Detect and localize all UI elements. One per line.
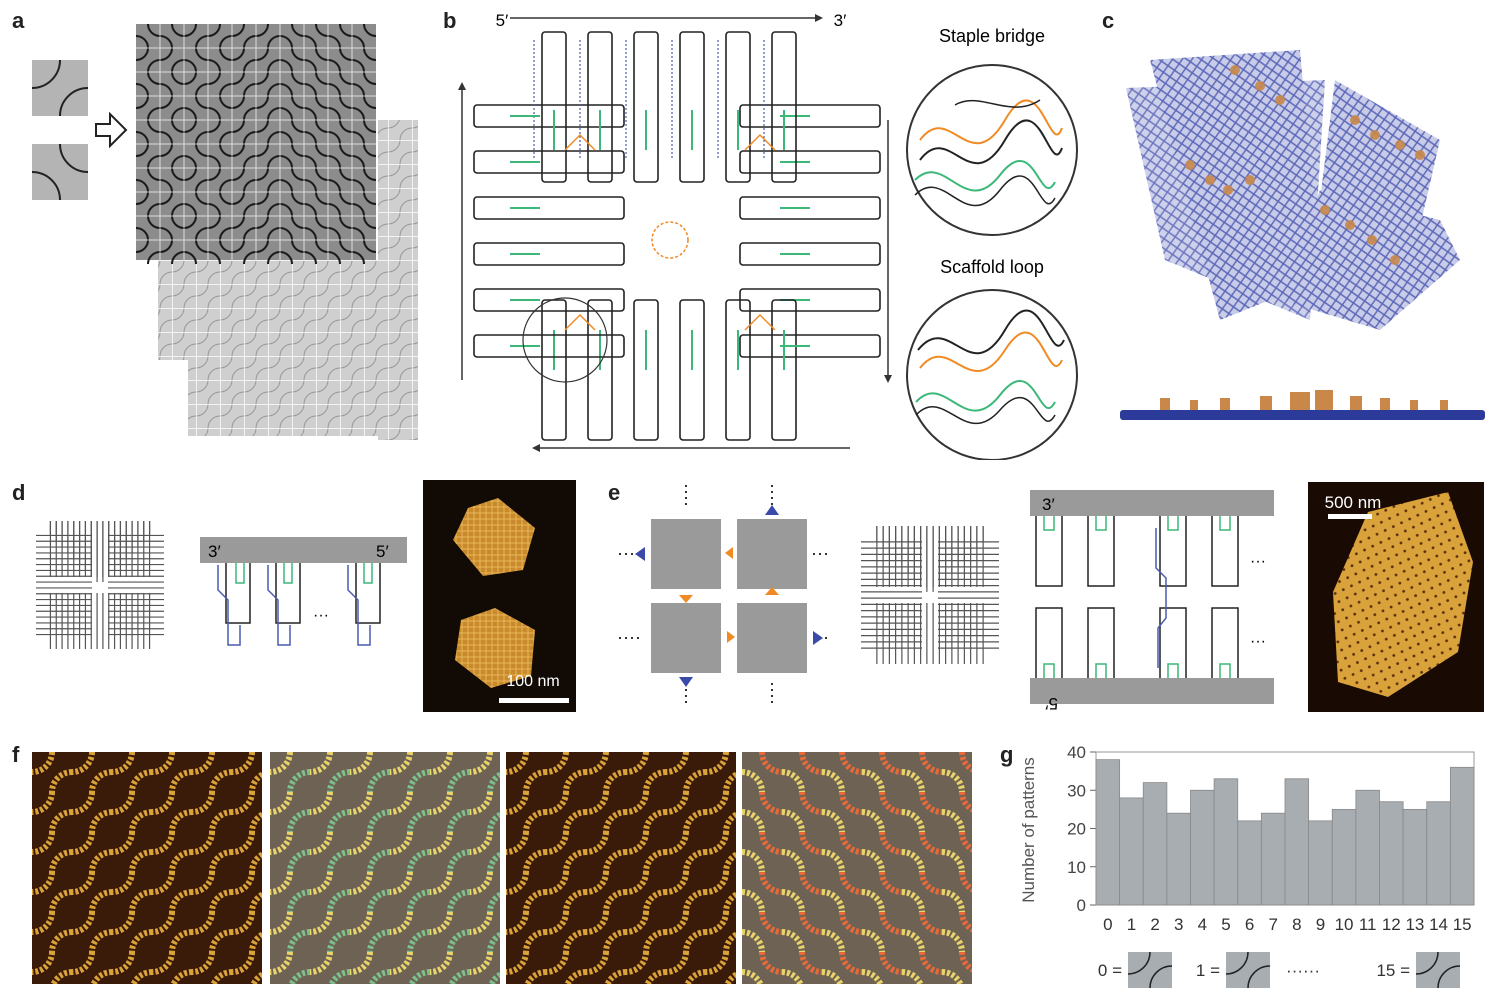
x-tick-label: 2	[1150, 915, 1159, 934]
y-tick-label: 0	[1077, 896, 1086, 915]
bar	[1213, 778, 1239, 906]
x-tick-label: 12	[1382, 915, 1401, 934]
tile-type-1	[32, 60, 88, 116]
ellipsis-e-top: ···	[1250, 553, 1266, 570]
bar	[1166, 812, 1191, 906]
x-tick-label: 4	[1198, 915, 1207, 934]
y-tick-label: 10	[1067, 858, 1086, 877]
x-tick-label: 6	[1245, 915, 1254, 934]
panel-a-tiling	[31, 23, 418, 440]
ellipsis-e-bottom: ···	[1250, 633, 1266, 650]
five-prime-label-e: 5′	[1045, 694, 1058, 710]
bar	[1355, 789, 1380, 906]
bar	[1449, 766, 1475, 906]
x-tick-label: 5	[1221, 915, 1230, 934]
panel-label-b: b	[443, 8, 457, 33]
legend-label: 15 =	[1376, 961, 1410, 980]
panel-e-tile-design	[861, 526, 999, 664]
tile-type-2	[32, 144, 88, 200]
panel-e-staple-schematic: 3′ 5′ ··· ···	[1030, 490, 1274, 710]
bar	[1260, 812, 1286, 906]
panel-d-staple-schematic: 3′ 5′ ···	[200, 537, 407, 646]
x-tick-label: 7	[1268, 915, 1277, 934]
scaffold-loop-helix	[906, 289, 1078, 460]
x-tick-label: 14	[1429, 915, 1448, 934]
scale-bar-e: 500 nm	[1325, 493, 1382, 512]
panel-d-tile-design	[36, 521, 164, 649]
bar	[1190, 789, 1215, 906]
legend-label: ······	[1286, 961, 1320, 980]
bar	[1237, 820, 1262, 906]
afm-pattern-1	[32, 752, 262, 984]
panel-label-e: e	[608, 480, 621, 505]
panel-label-a: a	[12, 8, 25, 33]
three-prime-label-d: 3′	[208, 542, 221, 561]
panel-label-d: d	[12, 480, 26, 505]
x-tick-label: 8	[1292, 915, 1301, 934]
panel-label-f: f	[12, 742, 20, 767]
bar	[1379, 801, 1404, 906]
bar	[1119, 797, 1144, 906]
five-prime-label: 5′	[496, 11, 509, 30]
staple-bridge-label: Staple bridge	[939, 26, 1045, 46]
x-tick-label: 9	[1316, 915, 1325, 934]
y-axis-label: Number of patterns	[1019, 757, 1038, 903]
x-tick-label: 15	[1453, 915, 1472, 934]
afm-pattern-1-colored	[270, 752, 500, 984]
panel-c-3d-model	[1120, 50, 1485, 420]
afm-pattern-2-colored	[742, 752, 972, 984]
five-prime-label-d: 5′	[376, 542, 389, 561]
legend-label: 0 =	[1098, 961, 1122, 980]
bar	[1402, 808, 1428, 906]
bar	[1308, 820, 1333, 906]
bar	[1331, 808, 1357, 906]
ellipsis-d: ···	[313, 607, 329, 624]
scaffold-loop-label: Scaffold loop	[940, 257, 1044, 277]
scaffold-cross	[473, 31, 881, 441]
helix-bar	[200, 537, 407, 563]
y-tick-label: 30	[1067, 781, 1086, 800]
x-tick-label: 11	[1359, 915, 1377, 934]
bar	[1095, 759, 1121, 906]
x-tick-label: 13	[1405, 915, 1424, 934]
arrow-right-icon	[95, 111, 128, 149]
panel-label-c: c	[1102, 8, 1115, 33]
bar	[1284, 778, 1310, 906]
x-tick-label: 1	[1127, 915, 1136, 934]
scale-bar-d: 100 nm	[506, 673, 559, 690]
y-tick-label: 40	[1067, 743, 1086, 762]
afm-pattern-2	[506, 752, 736, 984]
panel-label-g: g	[1000, 742, 1014, 767]
afm-image-d: 100 nm	[423, 480, 576, 712]
x-tick-label: 0	[1103, 915, 1112, 934]
y-tick-label: 20	[1067, 820, 1086, 839]
x-tick-label: 10	[1335, 915, 1354, 934]
afm-image-e: 500 nm	[1308, 482, 1484, 712]
three-prime-label: 3′	[834, 11, 847, 30]
staple-bridge-helix	[906, 64, 1078, 236]
bar	[1142, 782, 1168, 906]
three-prime-label-e: 3′	[1042, 495, 1055, 514]
panel-e-tile-assembly	[619, 485, 827, 707]
x-tick-label: 3	[1174, 915, 1183, 934]
bar	[1426, 801, 1451, 906]
panel-b-design: 5′ 3′ Staple bridge Scaffold loop	[458, 11, 1078, 460]
legend-label: 1 =	[1196, 961, 1220, 980]
